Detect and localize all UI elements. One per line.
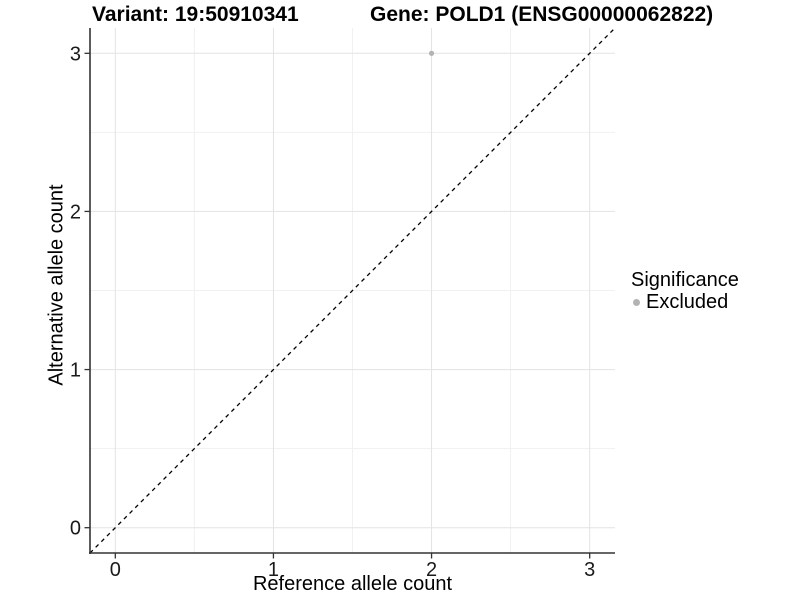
legend-title: Significance bbox=[631, 269, 739, 291]
plot-title-variant: Variant: 19:50910341 bbox=[92, 3, 299, 26]
excluded-dot-icon bbox=[633, 299, 640, 306]
x-axis-title: Reference allele count bbox=[252, 573, 452, 595]
x-tick-label: 3 bbox=[584, 559, 595, 581]
y-tick-label: 1 bbox=[70, 360, 81, 382]
x-tick-label: 0 bbox=[110, 559, 121, 581]
y-tick-label: 2 bbox=[70, 201, 81, 223]
data-point bbox=[428, 50, 435, 56]
x-tick-label: 2 bbox=[426, 559, 437, 581]
legend-item-label: Excluded bbox=[646, 291, 729, 313]
y-tick-label: 3 bbox=[70, 43, 81, 65]
identity-reference-line bbox=[89, 27, 616, 554]
y-tick-label: 0 bbox=[70, 518, 81, 540]
y-axis-title: Alternative allele count bbox=[45, 184, 68, 386]
legend: Significance Excluded bbox=[631, 270, 739, 313]
plot-title-gene: Gene: POLD1 (ENSG00000062822) bbox=[370, 3, 714, 26]
legend-item-excluded: Excluded bbox=[631, 292, 739, 313]
x-tick-label: 1 bbox=[268, 559, 279, 581]
